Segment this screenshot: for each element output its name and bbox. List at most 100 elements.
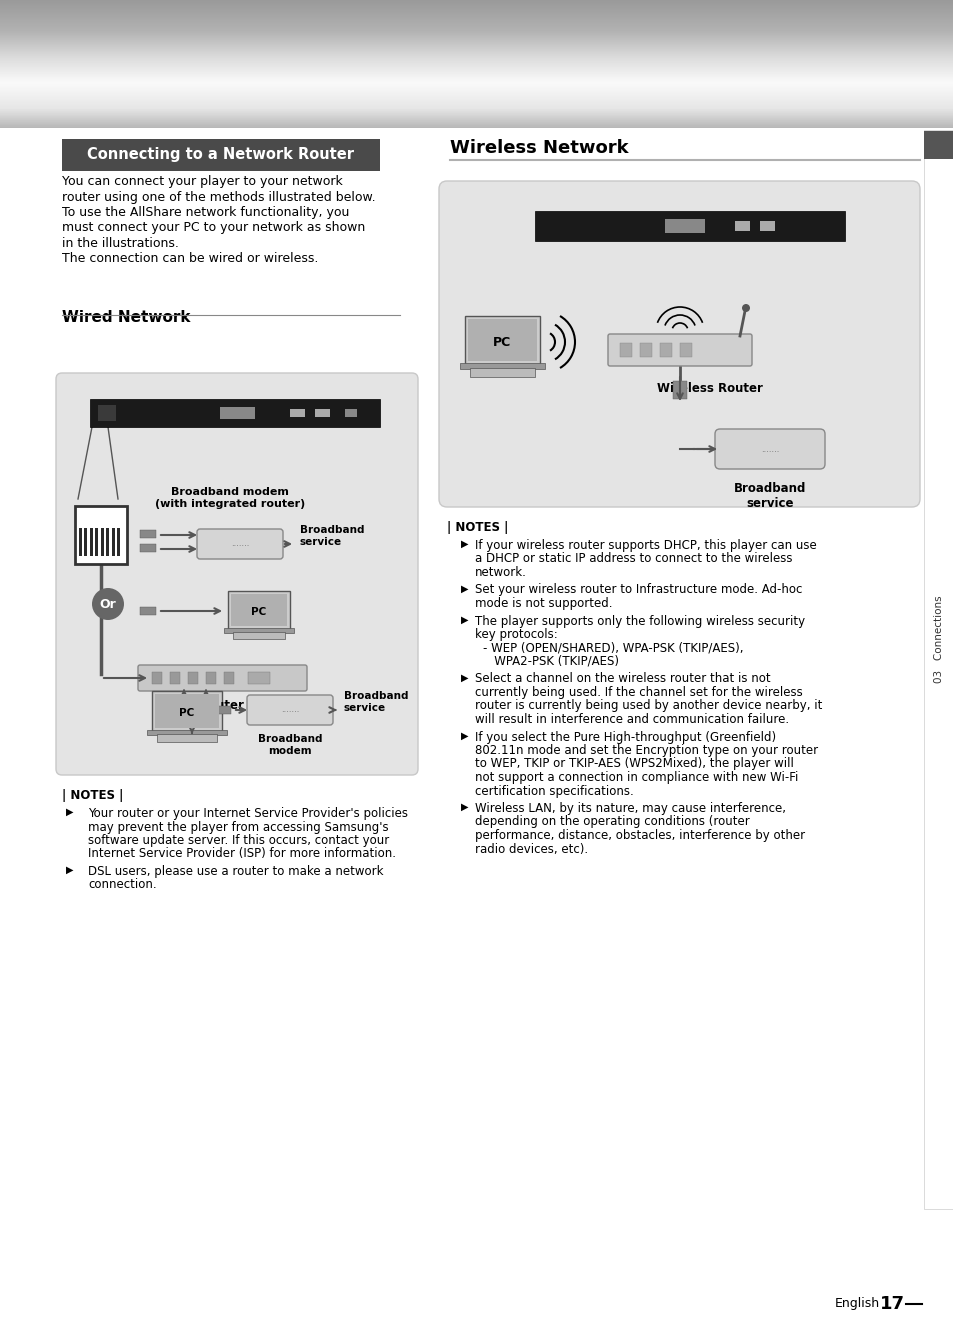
Bar <box>619 343 631 358</box>
Text: Broadband
service: Broadband service <box>733 482 805 510</box>
Text: The player supports only the following wireless security: The player supports only the following w… <box>475 615 804 628</box>
Text: - WEP (OPEN/SHARED), WPA-PSK (TKIP/AES),: - WEP (OPEN/SHARED), WPA-PSK (TKIP/AES), <box>482 641 742 655</box>
Text: ▶: ▶ <box>460 615 468 624</box>
Bar <box>90 528 92 556</box>
Text: WPA2-PSK (TKIP/AES): WPA2-PSK (TKIP/AES) <box>482 655 618 668</box>
Text: 802.11n mode and set the Encryption type on your router: 802.11n mode and set the Encryption type… <box>475 744 818 757</box>
Text: in the illustrations.: in the illustrations. <box>62 237 179 250</box>
Bar <box>178 719 190 728</box>
Text: Connecting to a Network Router: Connecting to a Network Router <box>88 147 355 162</box>
Bar <box>248 672 270 684</box>
Bar <box>95 528 98 556</box>
Text: If your wireless router supports DHCP, this player can use: If your wireless router supports DHCP, t… <box>475 540 816 552</box>
Bar <box>200 719 212 728</box>
FancyBboxPatch shape <box>75 506 127 564</box>
Text: a DHCP or static IP address to connect to the wireless: a DHCP or static IP address to connect t… <box>475 553 792 565</box>
Text: key protocols:: key protocols: <box>475 628 558 641</box>
Text: Internet Service Provider (ISP) for more information.: Internet Service Provider (ISP) for more… <box>88 848 395 861</box>
FancyBboxPatch shape <box>714 428 824 469</box>
Text: certification specifications.: certification specifications. <box>475 785 633 798</box>
Bar <box>200 691 212 719</box>
Circle shape <box>741 304 749 312</box>
Text: Broadband
service: Broadband service <box>299 525 364 546</box>
Bar <box>178 691 190 719</box>
Bar <box>85 528 88 556</box>
Bar <box>107 528 110 556</box>
Bar <box>152 672 162 684</box>
Bar <box>468 319 537 362</box>
Text: must connect your PC to your network as shown: must connect your PC to your network as … <box>62 221 365 234</box>
Text: To use the AllShare network functionality, you: To use the AllShare network functionalit… <box>62 206 349 220</box>
Bar <box>664 220 704 233</box>
Text: Router: Router <box>200 699 245 712</box>
Text: network.: network. <box>475 566 526 578</box>
Bar <box>760 221 774 232</box>
Bar <box>470 368 535 378</box>
Text: .......: ....... <box>280 706 299 715</box>
Text: performance, distance, obstacles, interference by other: performance, distance, obstacles, interf… <box>475 829 804 842</box>
Text: will result in interference and communication failure.: will result in interference and communic… <box>475 712 788 726</box>
Bar <box>679 343 691 358</box>
Circle shape <box>91 588 124 620</box>
Text: Your router or your Internet Service Provider's policies: Your router or your Internet Service Pro… <box>88 807 408 819</box>
Text: currently being used. If the channel set for the wireless: currently being used. If the channel set… <box>475 686 801 699</box>
Bar <box>140 530 156 538</box>
Text: ▶: ▶ <box>460 540 468 549</box>
Bar <box>98 404 116 420</box>
Text: Wireless Network: Wireless Network <box>450 139 628 157</box>
Text: ▶: ▶ <box>66 865 73 874</box>
Bar <box>206 672 215 684</box>
Text: | NOTES |: | NOTES | <box>447 521 508 534</box>
Bar <box>228 590 290 629</box>
Bar <box>224 628 294 633</box>
Bar <box>112 528 115 556</box>
Bar <box>464 316 539 364</box>
Text: Set your wireless router to Infrastructure mode. Ad-hoc: Set your wireless router to Infrastructu… <box>475 584 801 596</box>
Bar <box>157 734 216 742</box>
FancyBboxPatch shape <box>247 695 333 724</box>
Bar <box>659 343 671 358</box>
FancyBboxPatch shape <box>607 333 751 366</box>
FancyBboxPatch shape <box>56 374 417 775</box>
FancyBboxPatch shape <box>196 529 283 558</box>
Bar <box>923 131 953 159</box>
FancyBboxPatch shape <box>138 665 307 691</box>
FancyBboxPatch shape <box>438 181 919 507</box>
Text: router using one of the methods illustrated below.: router using one of the methods illustra… <box>62 190 375 204</box>
Bar <box>140 607 156 615</box>
Bar <box>214 706 231 714</box>
Text: 03   Connections: 03 Connections <box>933 596 943 683</box>
Text: Broadband modem
(with integrated router): Broadband modem (with integrated router) <box>154 487 305 509</box>
Bar <box>734 221 749 232</box>
Text: to WEP, TKIP or TKIP-AES (WPS2Mixed), the player will: to WEP, TKIP or TKIP-AES (WPS2Mixed), th… <box>475 758 793 770</box>
Bar <box>170 672 180 684</box>
Text: ▶: ▶ <box>460 731 468 740</box>
Text: | NOTES |: | NOTES | <box>62 789 123 802</box>
Text: mode is not supported.: mode is not supported. <box>475 597 612 611</box>
Bar <box>79 528 82 556</box>
Bar <box>231 595 287 627</box>
Bar <box>154 694 219 728</box>
Bar <box>62 139 379 171</box>
Text: ▶: ▶ <box>460 672 468 683</box>
Bar <box>188 672 198 684</box>
Bar <box>459 363 544 370</box>
Bar <box>147 730 227 735</box>
Bar <box>314 408 330 416</box>
Bar <box>345 408 356 416</box>
Text: Select a channel on the wireless router that is not: Select a channel on the wireless router … <box>475 672 770 686</box>
Bar <box>140 544 156 552</box>
Text: Wireless LAN, by its nature, may cause interference,: Wireless LAN, by its nature, may cause i… <box>475 802 785 815</box>
Bar <box>224 672 233 684</box>
Text: .......: ....... <box>760 445 779 454</box>
Text: Wired Network: Wired Network <box>62 311 191 325</box>
Text: Wireless Router: Wireless Router <box>657 382 762 395</box>
Text: ▶: ▶ <box>66 807 73 817</box>
Text: ▶: ▶ <box>460 584 468 593</box>
Bar <box>90 399 379 427</box>
Bar <box>639 343 651 358</box>
Text: ▶: ▶ <box>460 802 468 811</box>
Bar <box>535 212 844 241</box>
Text: PC: PC <box>493 336 511 348</box>
Text: radio devices, etc).: radio devices, etc). <box>475 842 587 856</box>
